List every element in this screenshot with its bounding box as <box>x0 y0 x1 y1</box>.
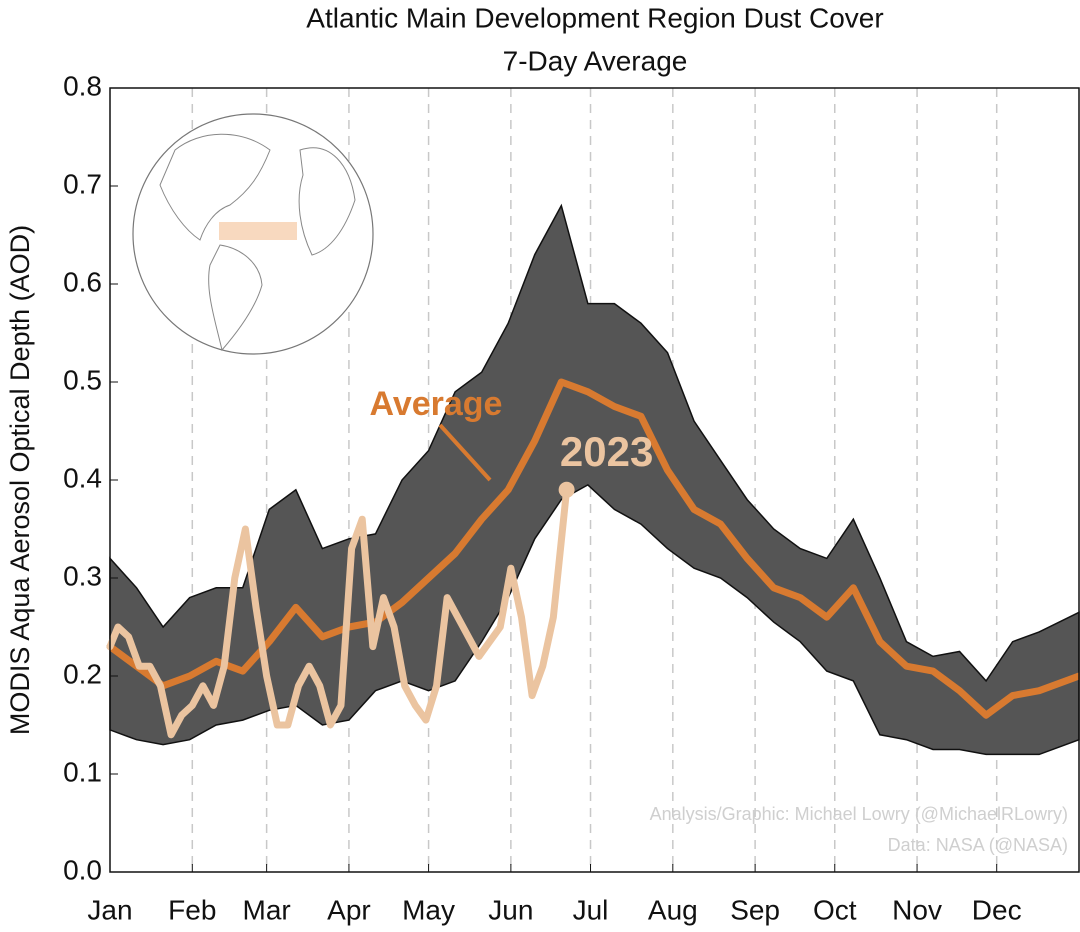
x-tick-label: Feb <box>168 894 216 925</box>
plot-area: Jan Feb Mar Apr May Jun Jul Aug Sep Oct Nov Dec 0.0 0… <box>63 70 1080 925</box>
y-tick-label: 0.7 <box>63 168 102 199</box>
y-tick-label: 0.0 <box>63 854 102 885</box>
x-tick-label: Aug <box>648 894 698 925</box>
continents <box>159 133 356 352</box>
y-tick-label: 0.4 <box>63 462 102 493</box>
x-tick-label: Nov <box>892 894 942 925</box>
series-label: Average <box>370 385 503 423</box>
x-tick-label: Apr <box>327 894 371 925</box>
credit: Analysis/Graphic: Michael Lowry (@Michae… <box>650 804 1068 824</box>
y-tick-label: 0.6 <box>63 266 102 297</box>
globe-inset <box>132 113 374 355</box>
credit: Data: NASA (@NASA) <box>888 835 1068 855</box>
x-tick-label: Sep <box>730 894 780 925</box>
y-tick-label: 0.2 <box>63 658 102 689</box>
y-tick-label: 0.1 <box>63 756 102 787</box>
label-leader <box>438 423 492 482</box>
chart-title: Atlantic Main Development Region Dust Co… <box>306 2 883 33</box>
y-tick-label: 0.5 <box>63 364 102 395</box>
y-axis-label: MODIS Aqua Aerosol Optical Depth (AOD) <box>5 225 35 735</box>
x-tick-label: Oct <box>813 894 857 925</box>
plot-frame <box>109 87 1080 873</box>
series-line <box>106 486 571 739</box>
series-label: 2023 <box>560 428 653 475</box>
x-tick-label: Jan <box>87 894 132 925</box>
x-tick-label: May <box>402 894 455 925</box>
x-tick-label: Dec <box>972 894 1022 925</box>
end-point <box>558 481 575 498</box>
x-tick-label: Jul <box>573 894 609 925</box>
region-box <box>219 222 297 240</box>
chart-subtitle: 7-Day Average <box>503 45 688 76</box>
y-tick-label: 0.8 <box>63 70 102 101</box>
series-line <box>106 378 1080 719</box>
x-tick-label: Mar <box>243 894 291 925</box>
x-tick-label: Jun <box>488 894 533 925</box>
y-tick-label: 0.3 <box>63 560 102 591</box>
